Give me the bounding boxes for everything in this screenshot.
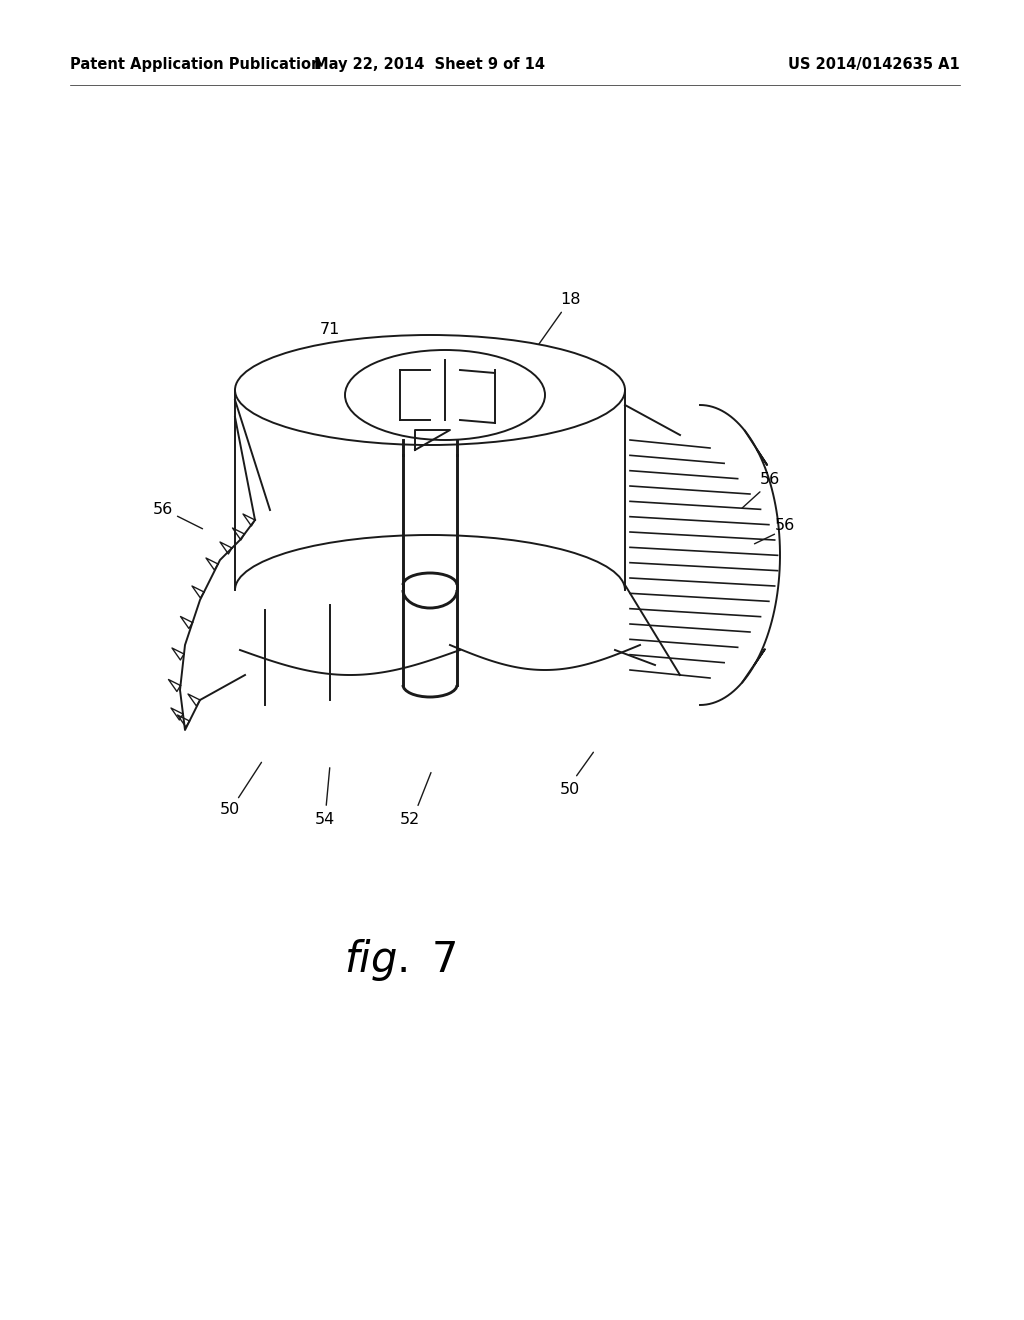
Ellipse shape: [234, 335, 625, 445]
Text: 50: 50: [560, 783, 581, 797]
Text: 56: 56: [153, 503, 173, 517]
Text: 18: 18: [560, 293, 581, 308]
Text: $\mathit{fig.\ 7}$: $\mathit{fig.\ 7}$: [344, 937, 456, 983]
Text: Patent Application Publication: Patent Application Publication: [70, 58, 322, 73]
Text: US 2014/0142635 A1: US 2014/0142635 A1: [788, 58, 961, 73]
Text: 54: 54: [314, 813, 335, 828]
Text: May 22, 2014  Sheet 9 of 14: May 22, 2014 Sheet 9 of 14: [314, 58, 546, 73]
Text: 50: 50: [220, 803, 240, 817]
Text: 52: 52: [400, 813, 420, 828]
Text: 56: 56: [760, 473, 780, 487]
Ellipse shape: [345, 350, 545, 440]
Text: 71: 71: [319, 322, 340, 338]
Text: 56: 56: [775, 517, 795, 532]
